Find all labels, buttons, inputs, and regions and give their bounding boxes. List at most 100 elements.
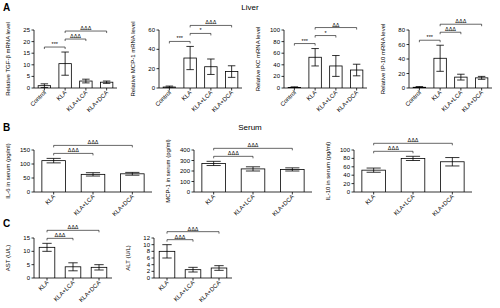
y-tick-label: 10 [143,242,150,248]
chart: 0100200300400MCP-1 in serum (pg/ml)KLAKL… [165,139,312,217]
y-tick [192,181,195,182]
y-tick [282,76,285,77]
sig-bracket [374,151,413,153]
x-tick [167,278,168,281]
sig-bracket [440,32,461,34]
x-tick-label: KLA+LCA [393,193,416,216]
error-bar [186,46,193,69]
x-tick-label: KLA+DCA [198,279,222,303]
sig-label: *** [177,35,184,41]
x-tick-label: Control [404,89,422,107]
y-tick-label: 50 [23,175,30,181]
error-bar [47,158,61,162]
y-tick-label: 40 [148,46,155,52]
x-tick [44,88,45,91]
y-axis [284,30,285,88]
error-bar [207,59,214,74]
chart: 024681012ALT (U/L)KLAKLA+LCAKLA+DCAΔΔΔΔΔ… [125,226,232,303]
y-axis [34,30,35,88]
y-tick-label: 20 [343,181,350,187]
y-tick-label: 100 [20,161,31,167]
x-tick [219,278,220,281]
marks [413,45,488,88]
y-tick-label: 40 [343,172,350,178]
error-bar [166,86,173,88]
error-bar [125,172,139,175]
bar [39,247,55,278]
y-axis [354,150,355,192]
sig-bracket [169,41,190,43]
y-tick [407,44,410,45]
x-tick [85,88,86,91]
sig-label: ΔΔΔ [205,19,216,25]
panel-title: Serum [238,123,262,132]
error-bar [478,76,485,79]
error-bar [82,79,89,83]
x-tick-label: KLA+DCA [86,89,110,113]
y-tick [32,251,35,252]
error-bar [41,84,48,88]
error-bar [61,52,68,75]
x-tick [99,278,100,281]
y-axis-label: IL-10 in serum (pg/ml) [325,142,331,201]
marks [163,46,238,88]
sig-bracket [167,232,219,234]
y-axis [34,238,35,278]
bar [288,87,300,88]
error-bar [68,263,77,271]
y-tick [32,150,35,151]
y-tick-label: 0 [27,275,31,281]
panel-label: C [3,218,10,229]
sig-label: ΔΔΔ [455,18,466,24]
y-tick-label: 60 [343,164,350,170]
x-tick [73,278,74,281]
sig-label: ΔΔΔ [445,26,456,32]
y-axis-label: IL-6 in serum (pg/ml) [5,143,11,198]
sig-label: ΔΔΔ [80,25,91,31]
y-tick-label: 100 [180,179,191,185]
x-tick-label: Control [154,89,172,107]
sig-label: ΔΔΔ [407,137,418,143]
y-tick-label: 5 [27,262,31,268]
y-tick [32,88,35,89]
y-tick [282,53,285,54]
sig-label: ΔΔΔ [70,33,81,39]
sig-label: *** [52,41,59,47]
y-tick [282,30,285,31]
bar [81,174,105,192]
sig-bracket [214,148,293,150]
y-tick-label: 20 [398,71,405,77]
y-tick [352,183,355,184]
y-tick-label: 25 [23,27,30,33]
y-tick [352,166,355,167]
error-bar [162,245,171,258]
x-tick-label: KLA [204,193,216,205]
y-tick-label: 10 [23,62,30,68]
x-tick [53,192,54,195]
x-tick-label: KLA [306,89,318,101]
y-tick [32,278,35,279]
y-axis-label: MCP-1 in serum (pg/ml) [165,139,171,203]
y-tick [32,164,35,165]
chart: 0204060Relative MCP-1 mRNA levelControlK… [130,19,242,113]
y-tick-label: 4 [147,262,151,268]
panel-label: B [3,122,10,133]
error-bar [416,87,423,88]
marks [202,161,304,192]
y-tick-label: 200 [180,168,191,174]
x-tick-label: KLA+DCA [111,193,135,217]
x-tick-label: KLA+DCA [211,89,235,113]
panel-label: A [3,2,10,13]
chart: 051015AST (U/L)KLAKLA+LCAKLA+DCAΔΔΔΔΔΔ [5,224,112,303]
y-tick [352,158,355,159]
x-tick [413,192,414,195]
sig-bracket [44,47,65,49]
y-tick-label: 20 [148,66,155,72]
y-tick-label: 6 [147,255,151,261]
sig-bracket [47,238,73,240]
x-tick [106,88,107,91]
x-tick-label: KLA+DCA [271,193,295,217]
y-tick [192,171,195,172]
y-tick-label: 0 [187,189,191,195]
y-tick [32,30,35,31]
